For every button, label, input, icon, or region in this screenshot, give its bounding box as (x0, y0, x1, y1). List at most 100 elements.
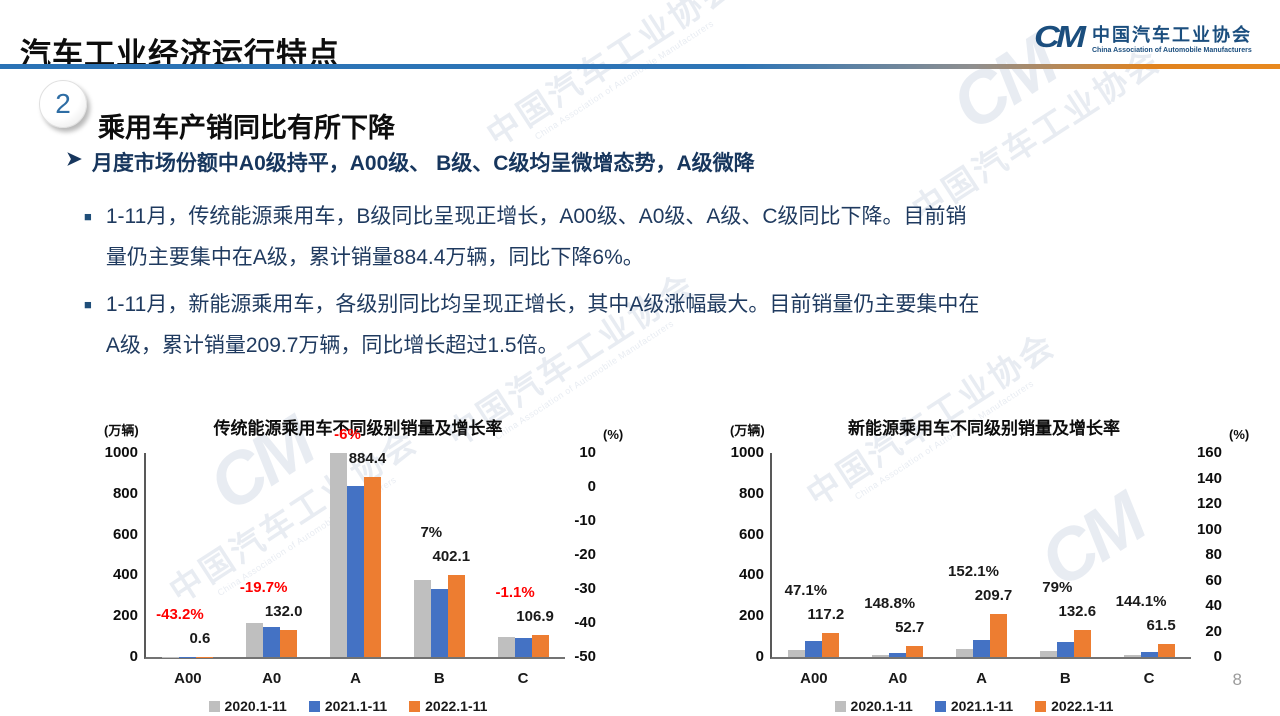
section-number-badge: 2 (39, 80, 87, 128)
axis-tick-label: 0 (129, 648, 138, 665)
watermark-text: 中国汽车工业协会 (480, 0, 742, 154)
legend-swatch-icon (1035, 700, 1047, 712)
axis-tick-label: -50 (574, 648, 596, 665)
axis-tick-label: 200 (738, 607, 764, 625)
bar (329, 453, 347, 657)
axis-tick-label: 100 (1196, 520, 1222, 538)
axis-tick-label: 200 (112, 607, 138, 625)
category-label: A00 (174, 670, 202, 687)
right-axis-unit: (%) (1229, 427, 1250, 442)
bullet-list: ■ 1-11月，传统能源乘用车，B级同比呈现正增长，A00级、A0级、A级、C级… (84, 196, 1259, 372)
data-label-stack: -6% 884.4 (299, 423, 419, 471)
bar (447, 574, 465, 657)
plot: 47.1% 117.2 A00 148.8% 52.7 A0 152.1% 209.7 A 79%… (770, 453, 1191, 687)
axis-tick-label: 600 (738, 525, 764, 543)
data-label-stack: -19.7% 132.0 (216, 576, 336, 624)
bar (497, 637, 515, 657)
axis-tick-label: 800 (112, 484, 138, 502)
data-label-stack: 152.1% 209.7 (925, 560, 1045, 608)
bar (1157, 644, 1175, 657)
axis-tick-label: 600 (112, 525, 138, 543)
growth-label: 144.1% (1115, 593, 1167, 611)
square-bullet-icon: ■ (84, 297, 92, 312)
category-label: A (350, 670, 361, 687)
left-axis-unit: (万辆) (104, 423, 139, 438)
legend-label: 2022.1-11 (425, 698, 488, 714)
bar (788, 650, 806, 657)
axis-tick-label: 120 (1196, 495, 1222, 512)
chart-legend: 2020.1-11 2021.1-11 2022.1-11 (754, 698, 1194, 714)
growth-label: -43.2% (156, 605, 204, 623)
bar-cluster (1039, 629, 1091, 657)
value-label: 402.1 (432, 547, 471, 565)
chart-legend: 2020.1-11 2021.1-11 2022.1-11 (128, 698, 568, 714)
legend-item: 2021.1-11 (308, 698, 388, 714)
key-point-text: 月度市场份额中A0级持平，A00级、 B级、C级均呈微增态势，A级微降 (91, 152, 755, 175)
left-axis: 1000 800 600 400 200 0 (98, 444, 138, 665)
bar-group: 144.1% 61.5 C (1116, 593, 1176, 687)
bar (263, 627, 281, 657)
bar (1073, 629, 1091, 657)
legend-label: 2021.1-11 (324, 698, 388, 714)
bar-cluster (955, 614, 1007, 657)
axis-tick-label: 800 (738, 484, 764, 502)
bar-cluster (497, 635, 549, 657)
category-label: A (976, 670, 987, 687)
data-label-stack: -43.2% 0.6 (132, 603, 252, 651)
legend-label: 2020.1-11 (224, 698, 287, 714)
bar (346, 486, 364, 657)
bar (805, 640, 823, 657)
category-label: A0 (888, 670, 908, 687)
bar (1056, 641, 1074, 657)
bar (514, 637, 532, 657)
legend-item: 2022.1-11 (409, 698, 487, 714)
legend-swatch-icon (834, 700, 846, 712)
legend-item: 2021.1-11 (934, 698, 1013, 714)
legend-item: 2020.1-11 (208, 698, 287, 714)
value-label: 106.9 (516, 608, 554, 626)
category-label: C (1143, 670, 1155, 687)
bar-cluster (413, 574, 465, 657)
legend-swatch-icon (409, 700, 421, 712)
right-axis: 10 0 -10 -20 -30 -40 -50 (558, 444, 596, 665)
axis-tick-label: 0 (587, 478, 596, 495)
bar-cluster (1123, 644, 1175, 657)
bar (872, 654, 890, 657)
axis-tick-label: -20 (574, 546, 596, 563)
data-label-stack: 47.1% 117.2 (758, 579, 878, 627)
chart-traditional-energy: 传统能源乘用车不同级别销量及增长率 (万辆) (%) 1000 800 600 400… (98, 408, 680, 716)
bar (1039, 650, 1057, 657)
growth-label: 152.1% (948, 563, 999, 581)
data-label-stack: 7% 402.1 (383, 521, 503, 569)
value-label: 132.6 (1058, 602, 1097, 620)
growth-label: 47.1% (784, 582, 828, 600)
legend-swatch-icon (934, 700, 946, 712)
bar (430, 589, 448, 657)
chart-title: 传统能源乘用车不同级别销量及增长率 (213, 419, 503, 438)
axis-tick-label: 1000 (730, 444, 764, 461)
bar-group: 152.1% 209.7 A (948, 563, 1012, 687)
axis-tick-label: 140 (1196, 469, 1222, 487)
value-label: 209.7 (974, 587, 1013, 605)
arrow-bullet-icon: ➤ (66, 149, 82, 170)
data-label-stack: 79% 132.6 (1009, 576, 1129, 624)
legend-swatch-icon (208, 700, 220, 712)
legend-item: 2020.1-11 (834, 698, 913, 714)
bar (1140, 651, 1158, 657)
watermark: 中国汽车工业协会 China Association of Automobile… (480, 0, 748, 163)
square-bullet-icon: ■ (84, 209, 92, 224)
axis-tick-label: 60 (1205, 571, 1222, 589)
org-name-cn: 中国汽车工业协会 (1092, 24, 1252, 45)
legend-label: 2020.1-11 (850, 698, 913, 714)
bar-group: 79% 132.6 B (1039, 579, 1096, 687)
category-label: A0 (262, 670, 282, 687)
left-axis: 1000 800 600 400 200 0 (724, 444, 764, 665)
growth-label: 79% (1042, 578, 1073, 596)
chart-title: 新能源乘用车不同级别销量及增长率 (848, 419, 1120, 438)
value-label: 52.7 (895, 619, 925, 637)
bar (972, 640, 990, 657)
axis-tick-label: 0 (755, 648, 764, 665)
bar-group: -6% 884.4 A (329, 426, 386, 687)
org-name-en: China Association of Automobile Manufact… (1092, 46, 1252, 54)
category-label: B (1059, 670, 1071, 687)
